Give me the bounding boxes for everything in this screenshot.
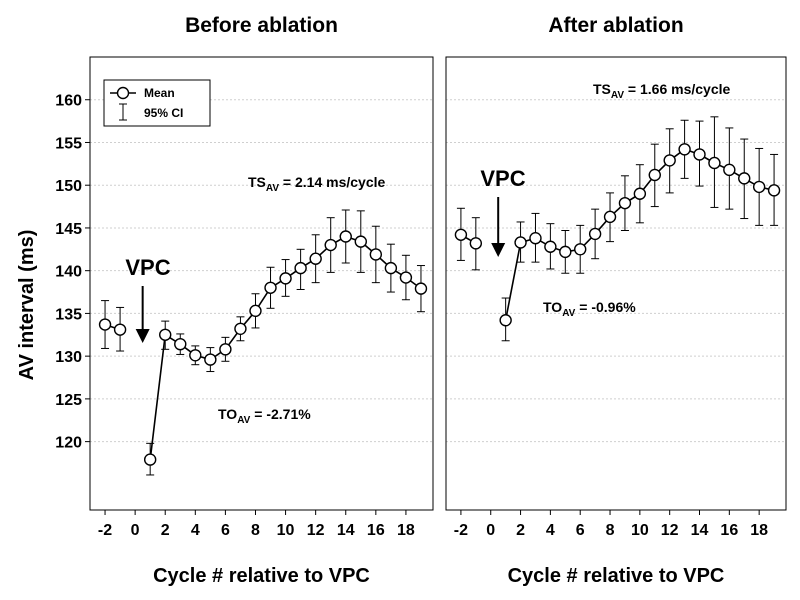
x-tick-label: 10 (277, 522, 295, 539)
y-tick-label: 145 (55, 221, 82, 238)
x-tick-label: 16 (367, 522, 385, 539)
x-tick-label: 2 (161, 522, 170, 539)
plot-frame (89, 56, 434, 511)
mean-point (399, 271, 413, 284)
y-tick-label: 155 (55, 135, 82, 152)
mean-point (618, 196, 632, 210)
vpc-label: VPC (480, 166, 525, 191)
y-tick-label: 130 (55, 349, 82, 366)
y-tick-label: 120 (55, 435, 82, 452)
x-tick-label: -2 (454, 522, 468, 539)
mean-point (529, 231, 542, 245)
vpc-arrow-head (135, 329, 150, 343)
x-tick-label: 12 (307, 522, 325, 539)
mean-point (678, 143, 691, 156)
mean-point (708, 156, 721, 170)
x-tick-label: 8 (251, 522, 260, 539)
x-tick-label: 6 (576, 522, 585, 539)
mean-point (633, 187, 647, 200)
x-tick-label: 18 (397, 522, 415, 539)
x-tick-label: 4 (191, 522, 200, 539)
panel-title: Before ablation (185, 14, 338, 37)
x-tick-label: 18 (750, 522, 768, 539)
y-tick-label: 125 (55, 392, 82, 409)
legend: Mean 95% CI (103, 79, 211, 127)
x-tick-label: 4 (546, 522, 555, 539)
to-annotation: TOAV = -0.96% (543, 299, 636, 319)
mean-point (414, 282, 428, 295)
legend-ci-label: 95% CI (144, 106, 183, 120)
vpc-arrow-head (491, 243, 506, 257)
mean-point (264, 281, 277, 294)
x-tick-label: 16 (720, 522, 738, 539)
mean-point (339, 230, 352, 243)
mean-point (369, 248, 383, 261)
mean-point (354, 235, 367, 248)
mean-point (738, 172, 751, 185)
mean-point (384, 261, 398, 275)
panel-after-ablation: -2 0 2 4 6 8 10 12 14 16 18 After ablation Cycle # r… (445, 14, 787, 587)
x-tick-label: 14 (337, 522, 355, 539)
mean-point (324, 238, 337, 252)
mean-point (663, 154, 676, 167)
mean-point (234, 322, 247, 335)
mean-point (204, 353, 217, 366)
x-tick-label: 0 (131, 522, 140, 539)
y-tick-label: 160 (55, 93, 82, 110)
mean-point (174, 337, 187, 351)
x-tick-label: 2 (516, 522, 525, 539)
mean-point (723, 163, 736, 177)
mean-point (693, 148, 706, 161)
mean-point (309, 252, 322, 265)
mean-point (559, 245, 572, 259)
mean-point (113, 323, 127, 336)
panel-before-ablation: 120 125 130 135 140 145 150 155 160 -2 0 2 4 6 8 10 12 14… (55, 14, 434, 587)
mean-point (249, 304, 262, 318)
y-axis-label: AV interval (ms) (16, 230, 38, 381)
mean-point (767, 184, 781, 197)
mean-point (588, 227, 602, 241)
mean-point (189, 349, 202, 362)
mean-point (574, 243, 587, 256)
mean-point (454, 228, 468, 241)
panel-title: After ablation (548, 14, 683, 37)
ts-annotation: TSAV = 1.66 ms/cycle (593, 81, 731, 101)
mean-point (514, 236, 527, 249)
mean-point (648, 168, 661, 182)
x-tick-label: 6 (221, 522, 230, 539)
plot-frame (445, 56, 787, 511)
legend-mean-label: Mean (144, 86, 175, 100)
mean-point (143, 453, 157, 466)
x-tick-label: 8 (606, 522, 615, 539)
mean-point (544, 240, 557, 253)
mean-point (219, 343, 232, 356)
x-tick-label: -2 (98, 522, 112, 539)
x-axis-label: Cycle # relative to VPC (508, 565, 725, 587)
legend-mean-marker (116, 86, 130, 100)
ts-annotation: TSAV = 2.14 ms/cycle (248, 174, 386, 194)
mean-point (752, 180, 766, 194)
x-tick-label: 10 (631, 522, 649, 539)
to-annotation: TOAV = -2.71% (218, 406, 311, 426)
x-tick-label: 14 (691, 522, 709, 539)
x-tick-label: 12 (661, 522, 679, 539)
mean-point (98, 318, 112, 331)
mean-point (603, 210, 617, 224)
mean-point (294, 261, 307, 275)
mean-point (469, 237, 483, 250)
mean-point (279, 272, 292, 285)
y-tick-label: 140 (55, 264, 82, 281)
mean-point (159, 328, 172, 341)
x-axis-label: Cycle # relative to VPC (153, 565, 370, 587)
y-tick-label: 150 (55, 178, 82, 195)
mean-point (499, 314, 512, 327)
x-tick-label: 0 (486, 522, 495, 539)
vpc-label: VPC (125, 255, 170, 280)
y-tick-label: 135 (55, 306, 82, 323)
